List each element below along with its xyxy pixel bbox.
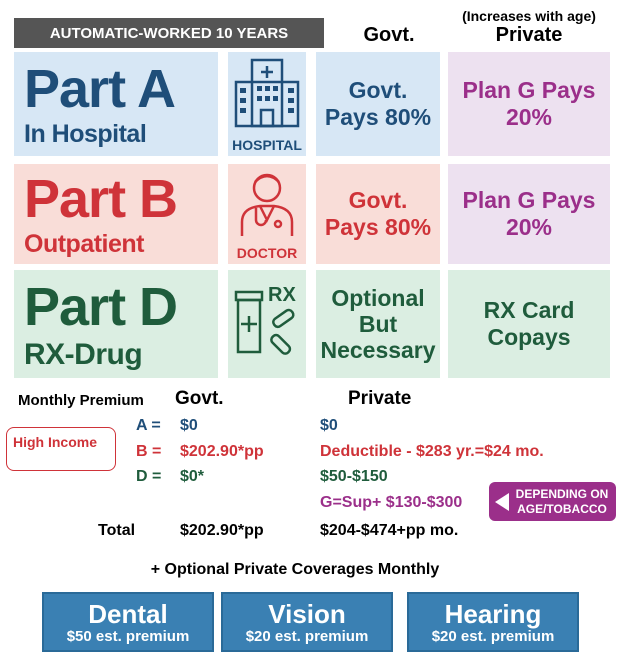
premium-label: Monthly Premium — [18, 392, 144, 409]
row-label: B = — [136, 443, 162, 460]
part-subtitle: In Hospital — [24, 120, 147, 148]
govt-cell: Optional But Necessary — [316, 270, 440, 378]
icon-cell: HOSPITAL — [228, 52, 306, 156]
icon-label: HOSPITAL — [232, 137, 302, 153]
private-cell: Plan G Pays 20% — [448, 164, 610, 264]
coverage-box: Vision $20 est. premium — [221, 592, 393, 652]
plan-g-value: G=Sup+ $130-$300 — [320, 494, 463, 511]
callout-text: DEPENDING ON AGE/TOBACCO — [515, 486, 609, 516]
part-subtitle: Outpatient — [24, 230, 145, 258]
hospital-icon — [234, 58, 300, 128]
part-title: Part D — [24, 277, 178, 337]
part-b: Part B Outpatient — [14, 164, 218, 264]
private-cell: RX Card Copays — [448, 270, 610, 378]
coverage-box: Dental $50 est. premium — [42, 592, 214, 652]
govt-value: $202.90*pp — [180, 443, 264, 460]
doctor-icon — [240, 173, 294, 236]
govt-value: $0* — [180, 468, 205, 485]
row-label: A = — [136, 417, 161, 434]
callout: DEPENDING ON AGE/TOBACCO — [489, 482, 616, 521]
icon-cell: DOCTOR — [228, 164, 306, 264]
total-govt: $202.90*pp — [180, 522, 264, 539]
private-note: (Increases with age) — [462, 8, 596, 24]
govt-header: Govt. — [363, 23, 415, 46]
part-a: Part A In Hospital — [14, 52, 218, 156]
callout-arrow — [495, 493, 509, 511]
optional-heading: + Optional Private Coverages Monthly — [150, 561, 440, 578]
private-value: $0 — [320, 417, 338, 434]
govt-value: $0 — [180, 417, 198, 434]
private-header: Private — [348, 388, 412, 409]
private-value: Deductible - $283 yr.=$24 mo. — [320, 443, 544, 460]
coverage-name: Hearing — [444, 598, 542, 629]
coverage-name: Dental — [88, 598, 168, 629]
part-d: Part D RX-Drug — [14, 270, 218, 378]
coverage-name: Vision — [268, 598, 346, 629]
icon-cell: RX — [228, 270, 306, 378]
high-income: High Income — [6, 427, 116, 471]
total-private: $204-$474+pp mo. — [320, 522, 459, 539]
govt-cell: Govt. Pays 80% — [316, 52, 440, 156]
private-cell: Plan G Pays 20% — [448, 52, 610, 156]
rx-icon — [234, 290, 295, 355]
row-label: D = — [136, 468, 162, 485]
icon-label: DOCTOR — [236, 245, 298, 261]
coverage-price: $50 est. premium — [66, 627, 190, 645]
part-title: Part A — [24, 59, 176, 119]
govt-cell: Govt. Pays 80% — [316, 164, 440, 264]
private-header: Private — [495, 23, 563, 46]
coverage-price: $20 est. premium — [431, 627, 555, 645]
private-value: $50-$150 — [320, 468, 388, 485]
part-subtitle: RX-Drug — [24, 338, 143, 371]
icon-label: RX — [268, 284, 296, 306]
coverage-box: Hearing $20 est. premium — [407, 592, 579, 652]
coverage-price: $20 est. premium — [245, 627, 369, 645]
part-title: Part B — [24, 169, 178, 229]
banner: AUTOMATIC-WORKED 10 YEARS — [14, 18, 324, 48]
total-label: Total — [98, 522, 136, 539]
govt-header: Govt. — [175, 388, 224, 409]
